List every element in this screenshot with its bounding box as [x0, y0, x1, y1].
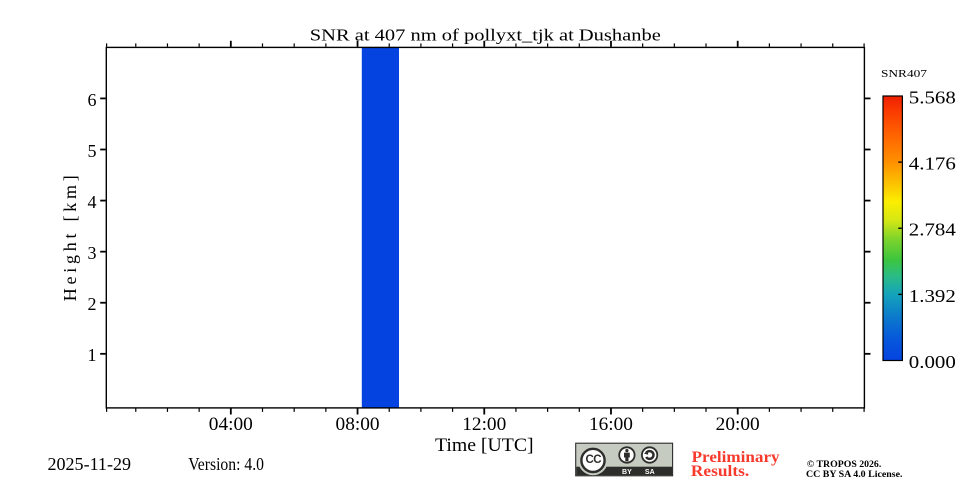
- svg-text:6: 6: [88, 90, 97, 110]
- svg-text:4.176: 4.176: [909, 154, 956, 174]
- svg-text:1.392: 1.392: [909, 286, 956, 306]
- svg-text:4: 4: [88, 192, 97, 212]
- svg-text:BY: BY: [622, 469, 632, 476]
- svg-text:SA: SA: [645, 469, 655, 476]
- svg-text:20:00: 20:00: [716, 414, 760, 435]
- svg-text:12:00: 12:00: [462, 414, 506, 435]
- svg-text:Time [UTC]: Time [UTC]: [435, 435, 534, 456]
- svg-text:Results.: Results.: [691, 463, 749, 480]
- svg-text:16:00: 16:00: [589, 414, 633, 435]
- svg-text:SNR407: SNR407: [881, 69, 927, 80]
- svg-text:2: 2: [88, 294, 97, 314]
- svg-text:1: 1: [88, 345, 97, 365]
- svg-text:SNR at 407 nm of pollyxt_tjk a: SNR at 407 nm of pollyxt_tjk at Dushanbe: [310, 26, 661, 45]
- svg-text:2.784: 2.784: [909, 220, 956, 240]
- svg-text:CC BY SA 4.0 License.: CC BY SA 4.0 License.: [806, 470, 903, 480]
- svg-text:08:00: 08:00: [336, 414, 380, 435]
- svg-text:2025-11-29: 2025-11-29: [48, 454, 132, 474]
- svg-text:5: 5: [88, 141, 97, 161]
- svg-text:CC: CC: [585, 454, 601, 466]
- svg-text:© TROPOS 2026.: © TROPOS 2026.: [807, 459, 881, 470]
- svg-text:Preliminary: Preliminary: [692, 449, 780, 466]
- svg-text:04:00: 04:00: [209, 414, 253, 435]
- svg-text:Version: 4.0: Version: 4.0: [188, 454, 264, 474]
- svg-text:5.568: 5.568: [909, 87, 956, 107]
- svg-text:0.000: 0.000: [909, 352, 956, 372]
- svg-text:Height [km]: Height [km]: [60, 175, 80, 301]
- svg-text:3: 3: [88, 243, 97, 263]
